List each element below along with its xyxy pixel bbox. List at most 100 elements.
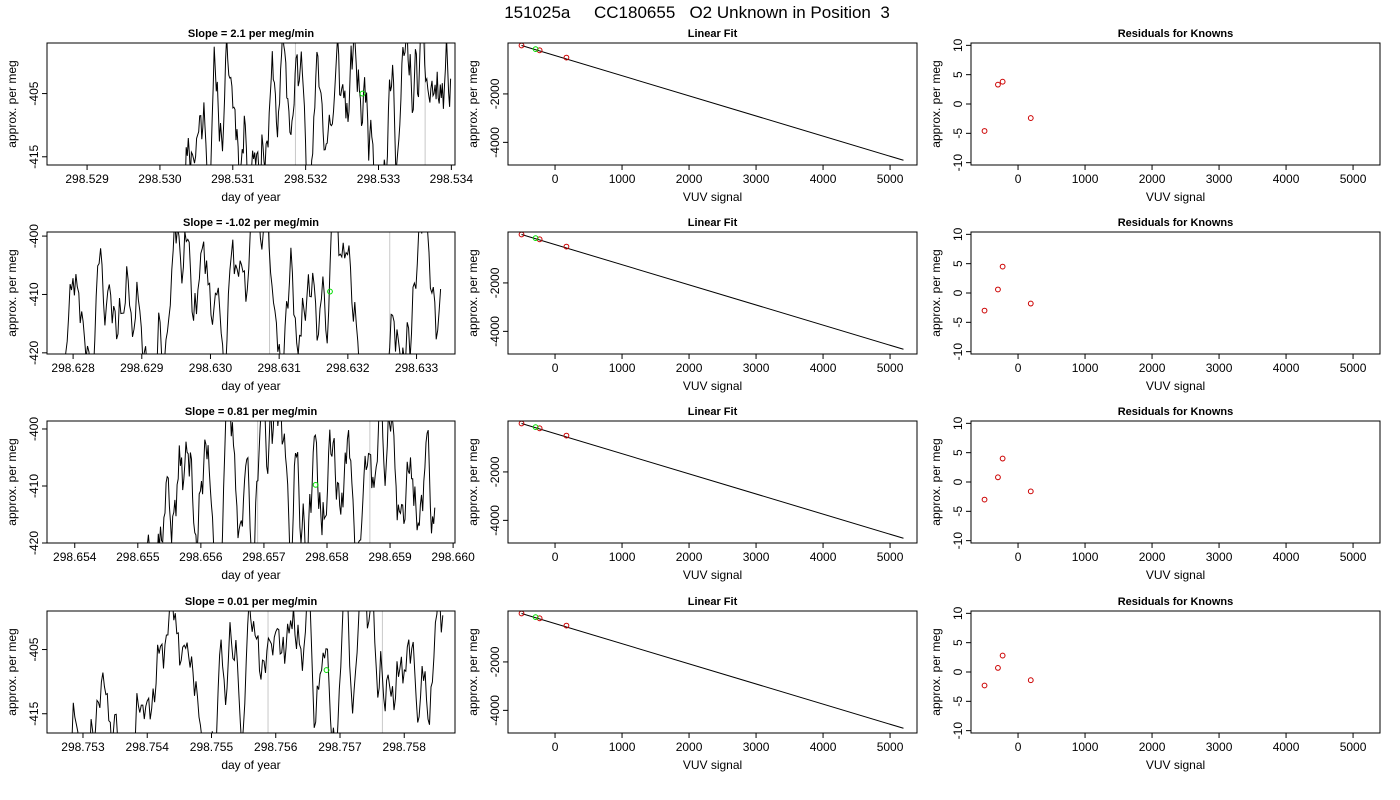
panel-4-3: Residuals for Knowns 0 1000 2000 3000 4000 500… <box>929 596 1381 772</box>
y-tick-label: -10 <box>951 532 965 550</box>
y-tick-label: 5 <box>951 260 965 267</box>
residual-point <box>995 81 1001 88</box>
x-tick-label: 4000 <box>1273 550 1300 564</box>
x-tick-label: 4000 <box>810 550 837 564</box>
panel-title: Linear Fit <box>688 596 738 608</box>
x-tick-label: 298.657 <box>242 550 286 564</box>
y-tick-label: -415 <box>27 144 41 168</box>
panel-title: Residuals for Knowns <box>1118 406 1234 418</box>
plot-area <box>71 611 444 733</box>
x-tick-label: 5000 <box>1340 740 1367 754</box>
x-axis-label: VUV signal <box>1146 568 1205 582</box>
y-tick-label: -405 <box>27 637 41 661</box>
panel-4-1: Slope = 0.01 per meg/min 298.753 298.754 29… <box>5 596 456 772</box>
y-axis-label: approx. per meg <box>466 60 480 147</box>
x-tick-label: 5000 <box>877 172 904 186</box>
y-tick-label: -410 <box>27 282 41 306</box>
x-tick-label: 0 <box>552 740 559 754</box>
x-tick-label: 2000 <box>676 740 703 754</box>
x-tick-label: 2000 <box>1139 172 1166 186</box>
y-tick-label: 0 <box>951 668 965 675</box>
residual-point <box>999 455 1006 462</box>
unknown-sample-point <box>312 481 319 488</box>
plot-frame <box>46 42 456 166</box>
x-tick-label: 298.632 <box>326 361 370 375</box>
x-tick-label: 4000 <box>1273 740 1300 754</box>
unknown-sample-point <box>532 614 539 621</box>
x-tick-label: 0 <box>1015 740 1022 754</box>
plot-area <box>518 421 904 539</box>
x-tick-label: 0 <box>552 361 559 375</box>
y-tick-label: -405 <box>27 81 41 105</box>
x-axis-label: VUV signal <box>683 190 742 204</box>
y-tick-label: -5 <box>951 317 965 328</box>
y-tick-label: -4000 <box>488 695 502 726</box>
residual-point <box>995 286 1001 293</box>
x-tick-label: 2000 <box>676 550 703 564</box>
x-tick-label: 298.530 <box>138 172 182 186</box>
x-tick-label: 1000 <box>1072 740 1099 754</box>
plot-frame <box>46 231 456 355</box>
panel-title: Slope = 0.01 per meg/min <box>185 596 318 608</box>
x-tick-label: 2000 <box>676 172 703 186</box>
x-tick-label: 1000 <box>1072 172 1099 186</box>
plot-frame <box>970 610 1381 734</box>
plot-frame <box>46 420 456 544</box>
y-axis-label: approx. per meg <box>929 438 943 525</box>
x-tick-label: 3000 <box>743 361 770 375</box>
residual-point <box>981 128 988 134</box>
plot-area <box>981 652 1034 689</box>
y-tick-label: -2000 <box>488 78 502 109</box>
y-tick-label: -415 <box>27 701 41 725</box>
y-tick-label: -5 <box>951 128 965 139</box>
panel-2-1: Slope = -1.02 per meg/min 298.628 298.629 2… <box>5 217 456 393</box>
plot-frame <box>970 231 1381 355</box>
plot-area <box>518 232 904 350</box>
y-tick-label: 0 <box>951 100 965 107</box>
residual-point <box>995 474 1001 481</box>
y-tick-label: -5 <box>951 696 965 707</box>
x-tick-label: 0 <box>1015 172 1022 186</box>
x-tick-label: 298.534 <box>430 172 474 186</box>
y-tick-label: 10 <box>951 38 965 52</box>
x-axis-label: day of year <box>221 190 280 204</box>
x-tick-label: 3000 <box>1206 361 1233 375</box>
x-tick-label: 0 <box>552 172 559 186</box>
plot-area <box>65 232 442 354</box>
x-tick-label: 5000 <box>1340 550 1367 564</box>
known-standard-point <box>563 243 570 250</box>
x-tick-label: 298.655 <box>116 550 160 564</box>
unknown-sample-point <box>323 667 330 673</box>
unknown-sample-point <box>532 235 539 242</box>
x-tick-label: 298.660 <box>431 550 475 564</box>
x-tick-label: 298.656 <box>179 550 223 564</box>
y-axis-label: approx. per meg <box>5 628 19 715</box>
y-axis-label: approx. per meg <box>929 249 943 336</box>
residual-point <box>1027 115 1034 121</box>
y-tick-label: 0 <box>951 289 965 296</box>
plot-area <box>981 263 1034 314</box>
x-tick-label: 1000 <box>609 172 636 186</box>
y-axis-label: approx. per meg <box>929 60 943 147</box>
panel-title: Residuals for Knowns <box>1118 217 1234 229</box>
plot-frame <box>970 42 1381 166</box>
panel-title: Slope = 0.81 per meg/min <box>185 406 318 418</box>
y-tick-label: 10 <box>951 416 965 430</box>
residual-point <box>999 652 1006 659</box>
x-tick-label: 5000 <box>877 361 904 375</box>
x-tick-label: 3000 <box>743 550 770 564</box>
time-series-line <box>65 232 442 354</box>
known-standard-point <box>563 432 570 439</box>
x-axis-label: VUV signal <box>1146 379 1205 393</box>
panel-3-2: Linear Fit 0 1000 2000 3000 4000 5000 -2000 -400… <box>466 406 918 582</box>
y-tick-label: -5 <box>951 506 965 517</box>
y-axis-label: approx. per meg <box>5 249 19 336</box>
residual-point <box>999 263 1006 270</box>
x-tick-label: 2000 <box>676 361 703 375</box>
residual-point <box>1027 488 1034 495</box>
unknown-sample-point <box>532 46 539 53</box>
y-axis-label: approx. per meg <box>466 249 480 336</box>
fit-line <box>521 234 904 350</box>
fit-line <box>521 45 904 161</box>
